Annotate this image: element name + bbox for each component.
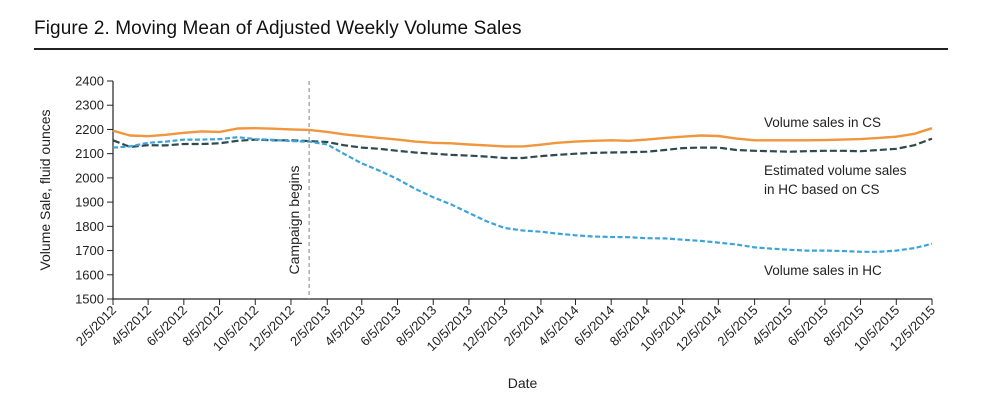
y-tick-label: 2200 xyxy=(75,122,104,137)
series-line-hc xyxy=(112,136,933,253)
y-tick-label: 2300 xyxy=(75,98,104,113)
y-tick-label: 1800 xyxy=(75,219,104,234)
series-label-hc: Volume sales in HC xyxy=(764,263,882,278)
series-lines xyxy=(112,126,933,253)
y-tick-label: 1700 xyxy=(75,243,104,258)
series-labels: Volume sales in CS Estimated volume sales… xyxy=(764,115,907,278)
campaign-annotation: Campaign begins xyxy=(286,81,310,299)
figure-title: Figure 2. Moving Mean of Adjusted Weekly… xyxy=(34,18,522,39)
series-line-estimated-hc xyxy=(112,137,933,160)
y-tick-label: 2000 xyxy=(75,170,104,185)
y-tick-label: 2400 xyxy=(75,74,104,89)
y-axis-title: Volume Sale, fluid ounces xyxy=(37,109,53,270)
x-axis-title: Date xyxy=(508,375,538,391)
y-tick-label: 1500 xyxy=(75,292,104,307)
series-label-estimated-hc-line1: Estimated volume sales xyxy=(764,163,907,178)
y-tick-label: 1900 xyxy=(75,195,104,210)
series-line-cs xyxy=(112,126,933,148)
y-tick-label: 1600 xyxy=(75,267,104,282)
campaign-label: Campaign begins xyxy=(286,166,302,275)
title-divider xyxy=(34,48,948,50)
series-label-cs: Volume sales in CS xyxy=(764,115,881,130)
series-label-estimated-hc: Estimated volume sales in HC based on CS xyxy=(764,163,907,197)
y-tick-label: 2100 xyxy=(75,146,104,161)
series-label-estimated-hc-line2: in HC based on CS xyxy=(764,182,880,197)
